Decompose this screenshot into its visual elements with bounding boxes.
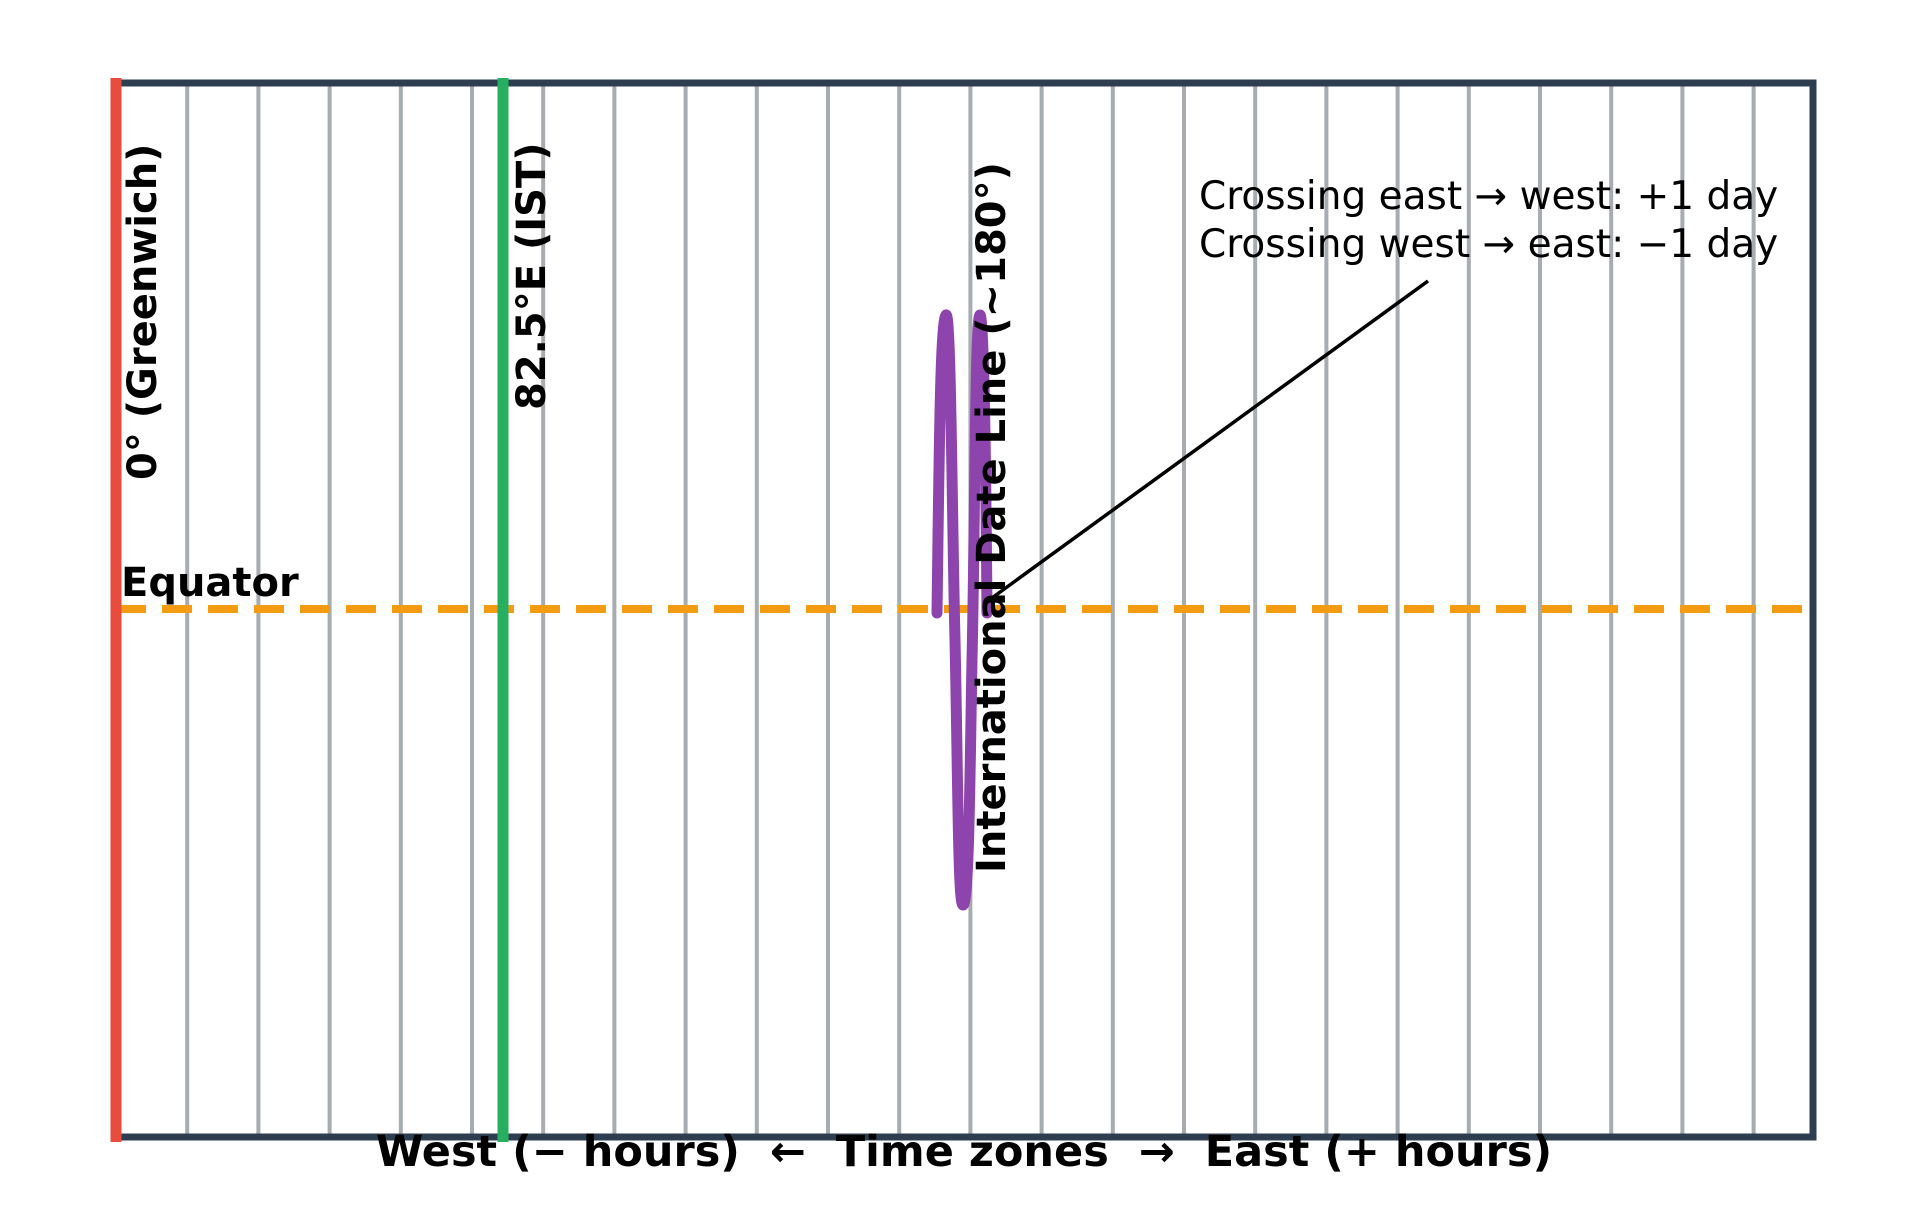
greenwich-label: 0° (Greenwich) xyxy=(120,144,166,480)
annotation-arrow xyxy=(983,279,1430,605)
axis-label: West (− hours) ← Time zones → East (+ ho… xyxy=(376,1127,1552,1177)
annotation-line-1: Crossing east → west: +1 day xyxy=(1199,174,1778,219)
annotation-line-2: Crossing west → east: −1 day xyxy=(1199,222,1778,267)
ist-label: 82.5°E (IST) xyxy=(509,143,555,410)
equator-label: Equator xyxy=(121,560,299,606)
dateline-label: International Date Line (~180°) xyxy=(969,162,1015,873)
international-date-line xyxy=(931,309,993,911)
